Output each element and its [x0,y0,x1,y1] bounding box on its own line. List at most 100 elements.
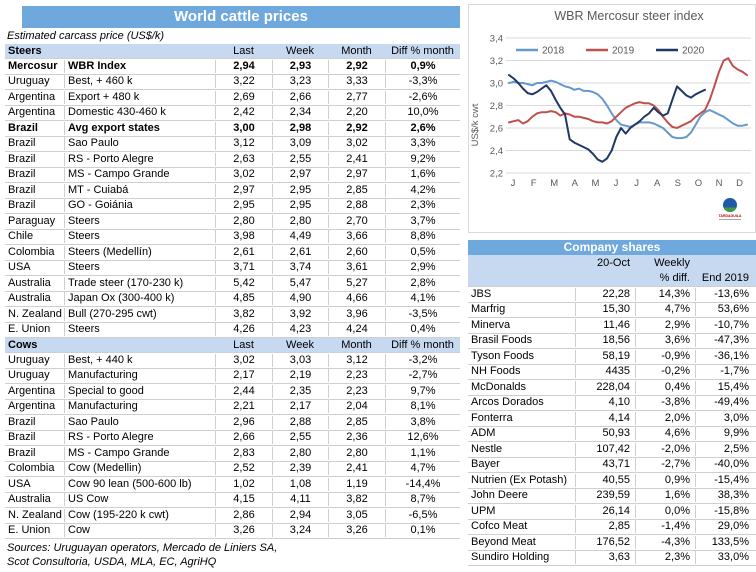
cell-price: 11,46 [575,318,635,332]
cell-weekly-diff: 2,0% [635,411,695,425]
cell-company-name: Nestle [471,442,503,455]
cell-end-2019: 2,5% [695,442,756,456]
cell-week: 3,24 [272,524,328,538]
column-header-pct-diff: % diff. [659,272,690,284]
cell-last: 2,69 [215,90,272,104]
cell-month: 2,20 [328,106,385,120]
y-tick-label: 2,2 [490,169,503,180]
cell-item: Sao Paulo [64,137,215,151]
cell-last: 2,86 [215,508,272,522]
cell-month: 2,23 [328,369,385,383]
cell-week: 5,47 [272,276,328,290]
cell-country: Brazil [8,415,36,428]
cell-item: Cow (Medellin) [64,462,215,476]
cell-company-name: Fonterra [471,411,513,424]
page-title: World cattle prices [22,6,460,28]
cell-last: 3,00 [215,121,272,135]
cell-diff-month: 12,6% [385,431,460,445]
cell-week: 3,09 [272,137,328,151]
x-tick-label: N [716,178,723,189]
series-line-2018 [508,79,748,140]
cell-last: 2,44 [215,384,272,398]
cell-diff-month: 4,1% [385,292,460,306]
series-line-2020 [508,74,706,163]
cell-weekly-diff: -1,4% [635,520,695,534]
cell-week: 3,92 [272,307,328,321]
cell-last: 3,82 [215,307,272,321]
cell-diff-month: -2,7% [385,369,460,383]
column-header-weekly: Weekly [654,256,690,269]
cell-month: 2,88 [328,199,385,213]
tardaguila-globe-icon-land [723,207,737,212]
cell-price: 43,71 [575,458,635,472]
cell-weekly-diff: 0,0% [635,504,695,518]
y-tick-label: 2,4 [490,146,503,157]
table-row: Brazil MS - Campo Grande 3,02 2,97 2,97 1,6% [5,168,460,183]
company-row: Tyson Foods 58,19 -0,9% -36,1% [468,349,756,365]
cell-month: 2,85 [328,415,385,429]
company-shares-panel: Company shares 20-Oct Weekly % diff. End… [468,240,756,566]
cell-company-name: Tyson Foods [471,349,534,362]
company-row: Nutrien (Ex Potash) 40,55 0,9% -15,4% [468,473,756,489]
legend-label-2019: 2019 [612,46,635,57]
cell-end-2019: 9,9% [695,427,756,441]
cell-week: 2,80 [272,446,328,460]
cell-item: RS - Porto Alegre [64,152,215,166]
x-tick-label: M [550,178,558,189]
cell-month: 3,12 [328,353,385,367]
cell-month: 3,33 [328,75,385,89]
table-row: Brazil Sao Paulo 2,96 2,88 2,85 3,8% [5,415,460,431]
x-tick-label: D [736,178,743,189]
cell-item: MT - Cuiabá [64,183,215,197]
cell-weekly-diff: 2,9% [635,318,695,332]
cell-item: US Cow [64,493,215,507]
cell-country: Uruguay [8,369,50,382]
table-row: Brazil RS - Porto Alegre 2,66 2,55 2,36 12,6% [5,431,460,446]
cell-week: 4,11 [272,493,328,507]
cell-item: Avg export states [64,121,215,135]
cell-item: Steers (Medellín) [64,245,215,259]
column-header: Last [233,338,254,351]
cell-price: 3,63 [575,551,635,565]
cell-week: 3,03 [272,353,328,367]
table-row: Australia Trade steer (170-230 k) 5,42 5,47… [5,276,460,292]
cell-price: 40,55 [575,473,635,487]
column-header: Diff % month [391,44,454,57]
cell-month: 2,85 [328,183,385,197]
cell-last: 5,42 [215,276,272,290]
table-row: N. Zealand Bull (270-295 cwt) 3,82 3,92 3,96… [5,307,460,323]
cell-country: Australia [8,276,51,289]
cell-month: 2,41 [328,152,385,166]
cell-end-2019: 15,4% [695,380,756,394]
cell-diff-month: -3,5% [385,307,460,321]
table-row: Argentina Manufacturing 2,21 2,17 2,04 8,1% [5,400,460,415]
sources-line-1: Sources: Uruguayan operators, Mercado de… [7,542,278,554]
cell-country: E. Union [8,323,51,336]
cell-month: 5,27 [328,276,385,290]
chart-title: WBR Mercosur steer index [554,9,704,23]
cell-country: Argentina [8,400,56,413]
cell-country: Brazil [8,199,36,212]
cell-last: 2,80 [215,214,272,228]
cell-diff-month: -14,4% [385,477,460,491]
table-row: Brazil MT - Cuiabá 2,97 2,95 2,85 4,2% [5,183,460,199]
x-tick-label: O [695,178,702,189]
cell-week: 2,94 [272,508,328,522]
company-row: JBS 22,28 14,3% -13,6% [468,287,756,303]
cell-country: Uruguay [8,353,50,366]
column-header: Month [341,44,372,57]
y-tick-label: 2,8 [490,101,503,112]
table-row: N. Zealand Cow (195-220 k cwt) 2,86 2,94 3,0… [5,508,460,524]
cell-diff-month: -3,2% [385,353,460,367]
cell-last: 2,42 [215,106,272,120]
cell-month: 2,92 [328,59,385,73]
cell-country: N. Zealand [8,508,62,521]
cell-item: Domestic 430-460 k [64,106,215,120]
subtitle: Estimated carcass price (US$/k) [7,30,165,42]
cell-month: 4,24 [328,323,385,337]
cell-last: 2,63 [215,152,272,166]
y-tick-label: 3,4 [490,34,503,45]
cell-diff-month: 3,3% [385,137,460,151]
cell-diff-month: 8,7% [385,493,460,507]
cell-weekly-diff: -3,8% [635,396,695,410]
